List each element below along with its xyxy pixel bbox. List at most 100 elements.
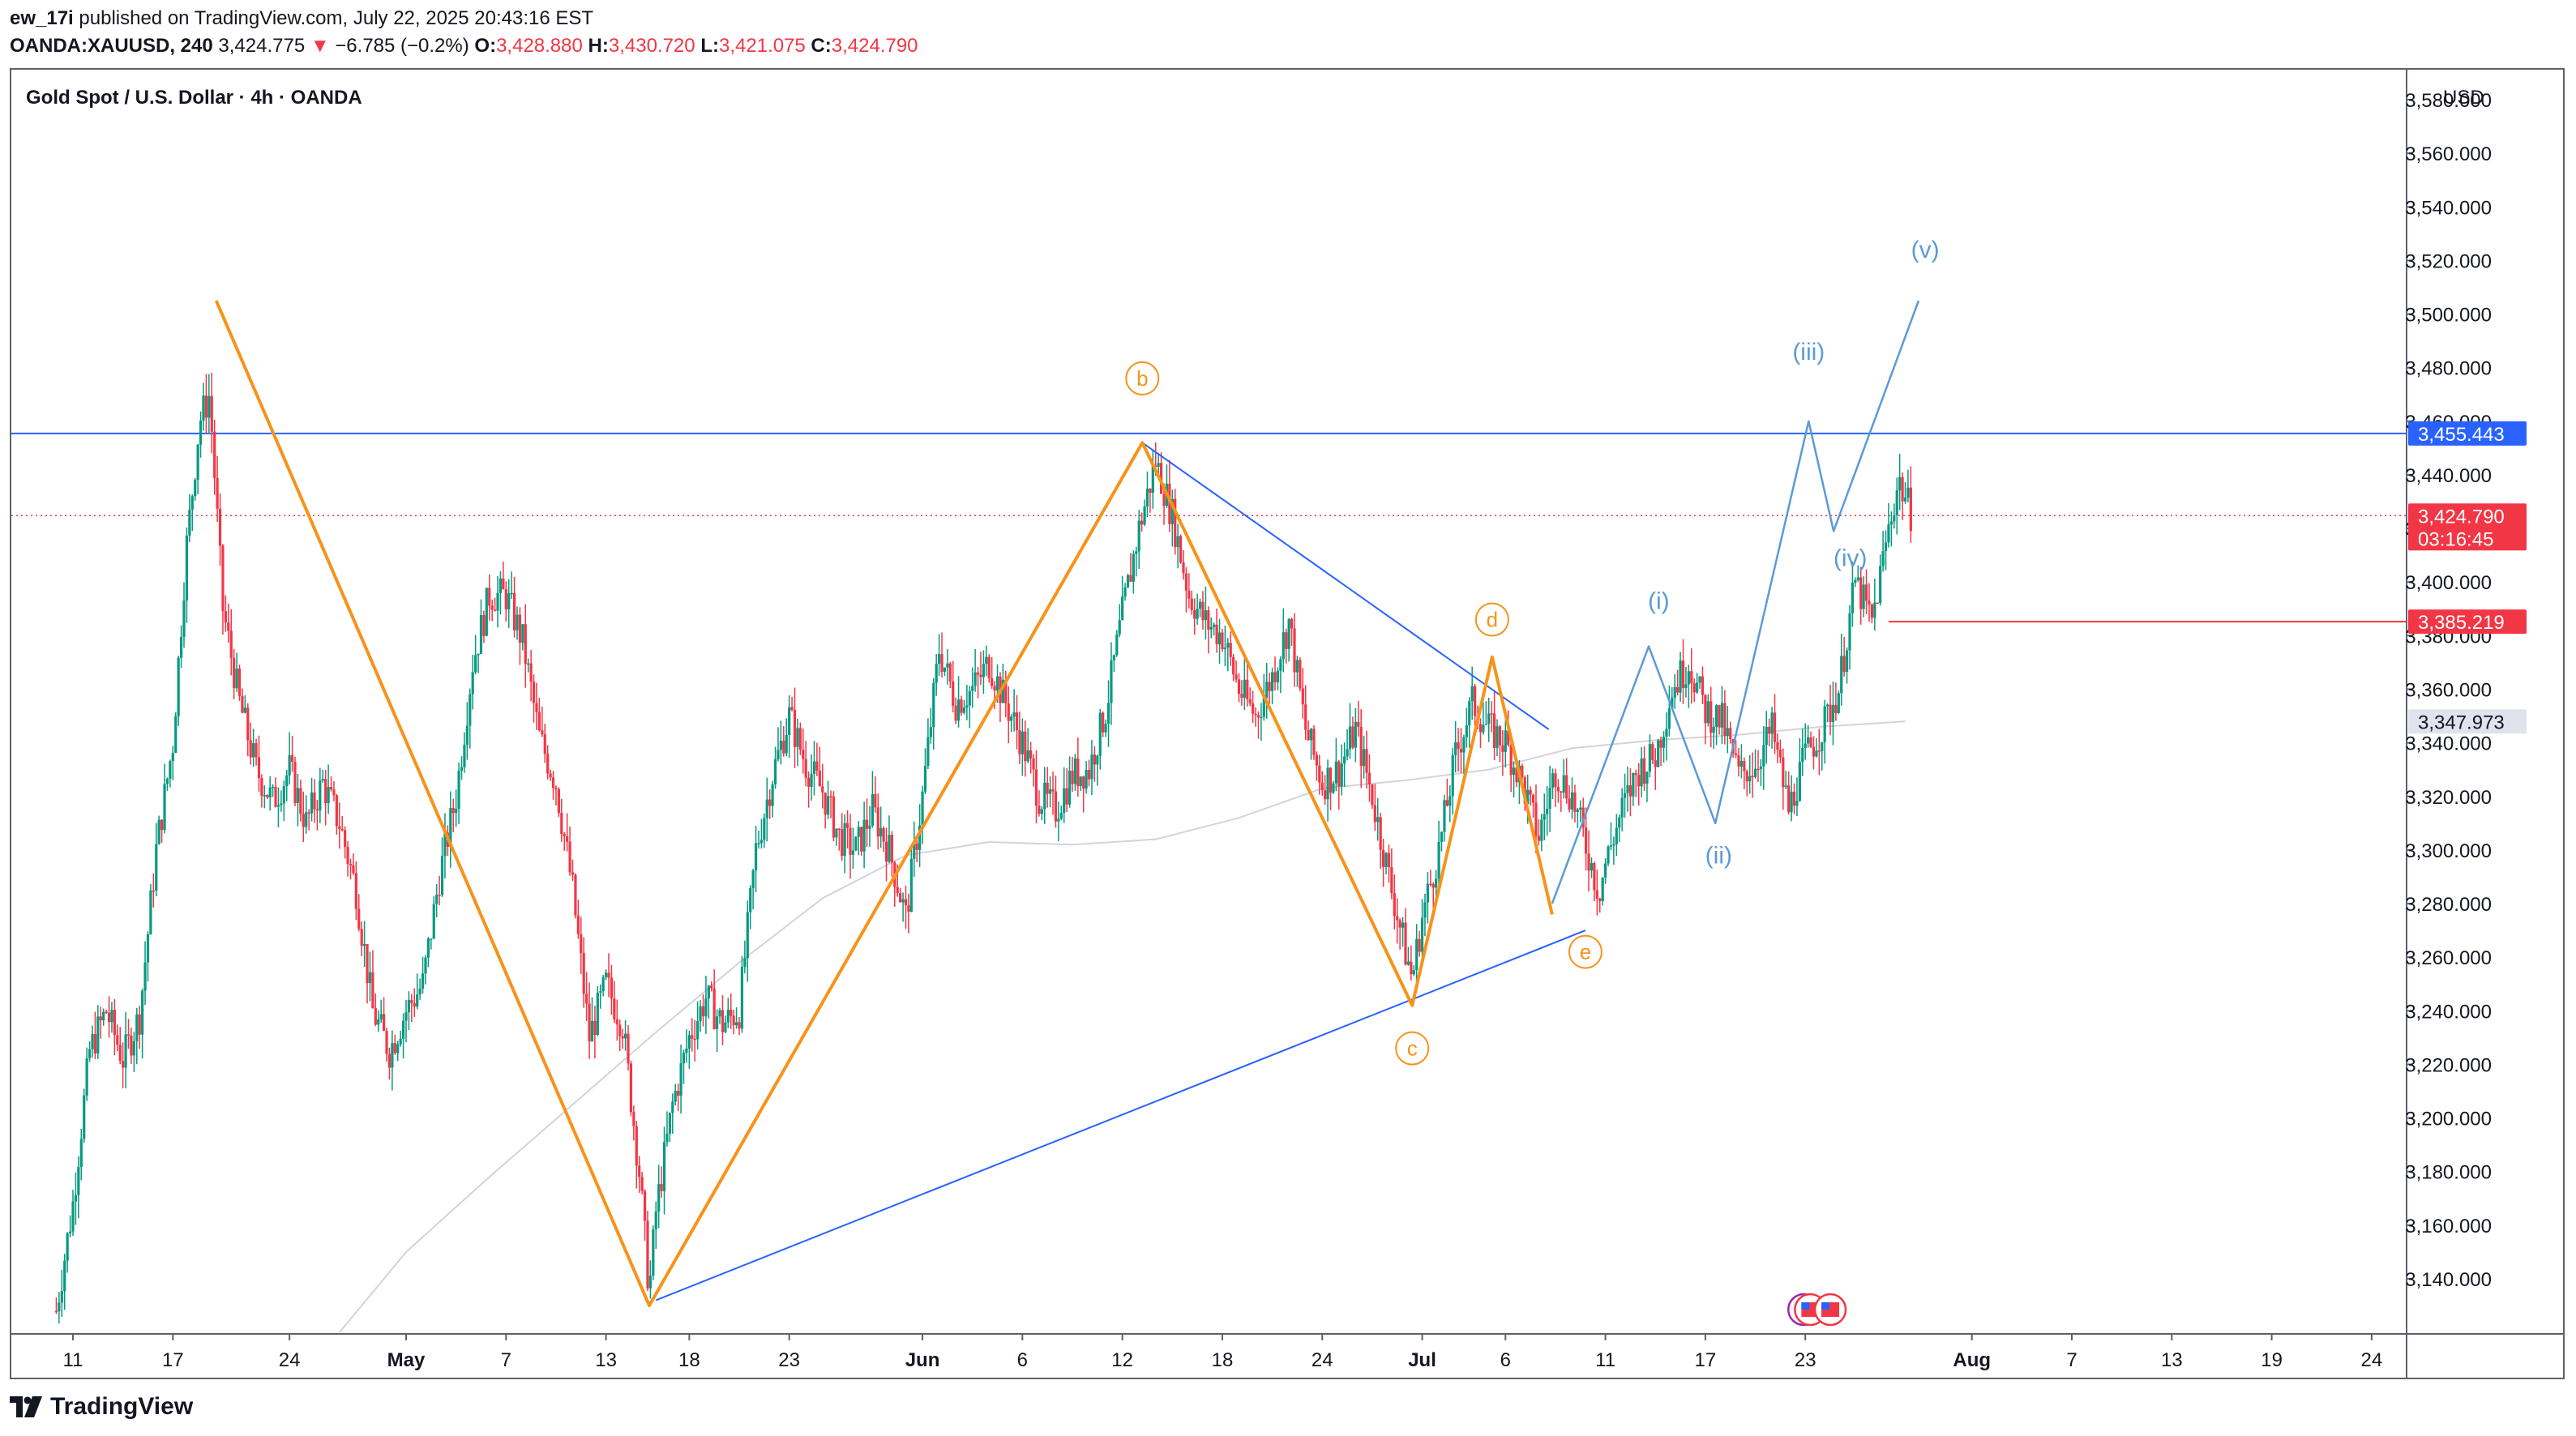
candle-body: [1579, 807, 1582, 810]
candle-body: [1478, 724, 1483, 733]
candle-body: [315, 809, 319, 811]
candle-body: [773, 759, 777, 784]
candle-body: [926, 737, 930, 767]
candle-body: [126, 1034, 131, 1036]
candle-body: [404, 1012, 408, 1021]
candle-body: [88, 1049, 92, 1058]
candle-body: [116, 1035, 119, 1045]
price-tag: [2408, 609, 2527, 635]
candle-body: [1734, 753, 1738, 755]
candle-body: [1324, 790, 1327, 800]
candle-body: [804, 759, 807, 778]
candle-body: [1548, 788, 1551, 810]
candle-body: [1187, 590, 1191, 599]
candle-body: [593, 1020, 597, 1036]
candle-body: [174, 716, 178, 754]
open-value: 3,428.880: [496, 35, 583, 57]
candle-body: [1529, 789, 1532, 795]
wave-label-circle: [1125, 361, 1160, 395]
candle-body: [746, 912, 749, 959]
candle-body: [235, 669, 238, 689]
candle-body: [827, 796, 830, 815]
candle-body: [1102, 712, 1105, 733]
y-tick-label: 3,160.000: [2405, 1216, 2492, 1237]
candle-body: [754, 843, 758, 870]
candle-body: [396, 1044, 400, 1053]
moving-average-line: [339, 720, 1906, 1333]
candle-body: [1085, 769, 1088, 789]
candle-body: [276, 805, 280, 807]
author-name[interactable]: ew_17i: [10, 7, 74, 29]
candle-body: [995, 676, 999, 691]
candle-body: [765, 799, 768, 818]
candle-body: [1090, 754, 1093, 780]
candle-body: [1457, 742, 1460, 750]
candle-body: [440, 856, 444, 895]
impulse-label: (i): [1648, 588, 1670, 614]
candle-body: [605, 972, 608, 977]
trendline: [655, 930, 1586, 1301]
candle-body: [413, 1002, 416, 1007]
candle-body: [871, 793, 874, 826]
candle-body: [712, 988, 716, 1029]
candle-body: [901, 899, 905, 903]
candle-body: [457, 771, 460, 810]
price-tag-label: 3,455.443: [2418, 424, 2505, 446]
candle-body: [1593, 863, 1596, 891]
candle-body: [660, 1184, 663, 1191]
candle-body: [1815, 750, 1818, 757]
trendline: [1141, 442, 1550, 730]
candle-body: [302, 814, 305, 827]
candle-body: [163, 784, 166, 831]
candle-body: [1329, 767, 1333, 793]
y-tick-label: 3,320.000: [2405, 787, 2492, 809]
candle-body: [668, 1113, 671, 1134]
candle-body: [74, 1195, 78, 1202]
candle-body: [1012, 712, 1016, 717]
candle-body: [210, 395, 213, 432]
candle-body: [1804, 743, 1807, 748]
candle-body: [730, 1009, 733, 1016]
plot-area: b c d e (i) (ii) (iii) (iv) (v): [11, 237, 2407, 1333]
candle-body: [1015, 712, 1019, 731]
candle-body: [1864, 584, 1868, 601]
chart-panel[interactable]: Gold Spot / U.S. Dollar · 4h · OANDA 3,58…: [10, 68, 2565, 1379]
candle-body: [1626, 785, 1629, 793]
candle-body: [141, 990, 144, 1035]
candle-body: [623, 1033, 627, 1039]
candle-body: [1662, 736, 1666, 748]
y-tick-label: 3,340.000: [2405, 733, 2492, 755]
price-chart[interactable]: Gold Spot / U.S. Dollar · 4h · OANDA 3,58…: [11, 70, 2563, 1378]
candle-body: [1465, 725, 1468, 737]
candle-body: [1854, 579, 1857, 583]
candle-body: [1118, 620, 1121, 635]
candle-body: [1628, 785, 1632, 797]
candle-body: [1512, 767, 1516, 776]
x-tick-label: 19: [2261, 1349, 2283, 1371]
candle-body: [618, 1024, 622, 1036]
candle-body: [1282, 632, 1285, 660]
candle-body: [913, 843, 916, 859]
candle-body: [455, 809, 458, 814]
candle-body: [971, 686, 974, 691]
candle-body: [524, 624, 527, 665]
candle-body: [1726, 728, 1729, 736]
candle-body: [1301, 688, 1304, 705]
candle-body: [426, 938, 430, 958]
candle-body: [233, 657, 236, 689]
candle-body: [338, 826, 341, 829]
tradingview-logo[interactable]: TradingView: [10, 1389, 193, 1425]
candle-body: [1393, 893, 1396, 917]
candle-body: [1868, 600, 1871, 605]
candle-body: [1687, 671, 1690, 685]
candle-body: [68, 1231, 72, 1234]
candle-body: [327, 787, 330, 804]
candle-body: [743, 958, 747, 967]
candle-body: [1365, 749, 1368, 773]
candle-body: [1226, 643, 1230, 648]
candle-body: [1252, 703, 1255, 714]
candle-body: [973, 672, 977, 686]
candle-body: [169, 761, 172, 780]
candle-body: [918, 825, 922, 850]
candle-body: [171, 753, 174, 762]
